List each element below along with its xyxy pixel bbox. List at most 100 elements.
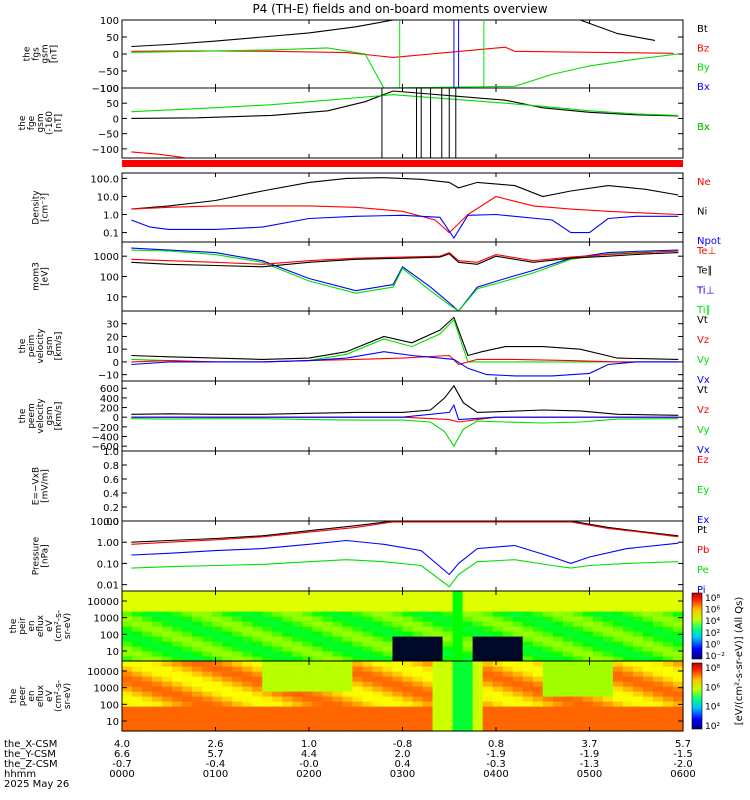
y-axis-label: the: [18, 408, 28, 423]
x-tick-label: -0.0: [299, 759, 319, 770]
y-axis-label: gsm: [45, 336, 55, 355]
x-tick-label: -1.5: [673, 749, 693, 760]
y-axis-label: gsm: [36, 113, 46, 132]
y-axis-label: the: [18, 338, 28, 353]
legend-fgs-By: By: [697, 63, 710, 74]
panel-fgs: 100 50 0 −50 −100 the fgs gsm [nT] Bt Bz By Bx: [23, 16, 710, 95]
y-tick-label: −600: [92, 442, 119, 453]
colorbar-tick-label: 10⁸: [705, 664, 720, 674]
y-axis-label: (cm²-s-: [54, 610, 64, 642]
y-axis-label: peem: [27, 403, 37, 429]
x-tick-label: 0.4: [395, 759, 411, 770]
x-tick-label: -0.8: [393, 739, 413, 750]
x-tick-label: 3.7: [582, 739, 598, 750]
y-axis-label: gsm: [41, 44, 51, 63]
x-axis-row-label: the_Z-CSM: [4, 759, 58, 770]
state-bar: [122, 160, 683, 167]
y-axis-label: (-160: [45, 111, 55, 135]
y-axis-label: gsm: [45, 406, 55, 425]
y-axis-label: eV: [45, 619, 55, 632]
series-fgs-By: [131, 47, 679, 88]
x-tick-label: 0200: [296, 769, 321, 780]
x-tick-label: 0000: [109, 769, 134, 780]
y-tick-label: 0.4: [103, 489, 119, 500]
series-pressure-Pe: [131, 559, 679, 588]
legend-peim-Vz: Vz: [697, 335, 709, 346]
peer-colorbar: [691, 662, 703, 730]
y-axis-label: sr-eV): [63, 683, 73, 709]
colorbar-tick-label: 10²: [705, 629, 720, 639]
y-axis-label: the: [9, 618, 19, 633]
x-tick-label: 2.0: [395, 749, 411, 760]
series-temp-Ti⊥: [131, 247, 679, 311]
series-peem-Vt: [131, 384, 679, 416]
y-axis-label: the: [18, 115, 28, 130]
series-density-Ne: [131, 195, 679, 234]
x-tick-label: -1.9: [486, 749, 506, 760]
legend-temp-Te∥: Te∥: [696, 266, 713, 277]
x-tick-label: 1.0: [301, 739, 317, 750]
legend-fgs-Bt: Bt: [697, 24, 708, 35]
colorbar-tick-label: 10⁴: [705, 617, 720, 627]
colorbar-tick-label: 10⁰: [705, 640, 720, 650]
y-tick-label: −100: [92, 84, 119, 95]
colorbar-tick-label: 10⁴: [705, 703, 720, 713]
y-axis-label: velocity: [36, 328, 46, 364]
y-axis-label: eflux: [36, 614, 46, 637]
pressure-frame: [121, 520, 684, 592]
x-tick-label: 6.6: [114, 749, 130, 760]
x-axis-row-label: the_Y-CSM: [4, 749, 56, 760]
y-tick-label: 10: [106, 293, 119, 304]
y-axis-label: peir: [18, 617, 28, 635]
figure-title: P4 (TH-E) fields and on-board moments ov…: [252, 2, 547, 16]
legend-efield-Ex: Ex: [697, 515, 709, 526]
peim-frame: [121, 310, 684, 382]
series-fgs-Bt: [131, 20, 656, 48]
y-tick-label: 50: [106, 99, 119, 110]
x-tick-label: 0100: [203, 769, 228, 780]
y-tick-label: 10000: [87, 667, 119, 678]
y-tick-label: 20: [106, 332, 119, 343]
y-tick-label: 1000: [94, 252, 119, 263]
y-axis-label: Pressure: [32, 536, 42, 575]
colorbar-tick-label: 10⁶: [705, 606, 720, 616]
colorbar-tick-label: 10⁻²: [705, 652, 725, 662]
y-axis-label: en: [27, 690, 37, 701]
y-axis-label: peim: [27, 335, 37, 358]
legend-density-Npot: Npot: [697, 236, 721, 247]
colorbar-tick-label: 10⁸: [705, 594, 720, 604]
legend-peim-Vt: Vt: [697, 315, 708, 326]
panel-temp: 1000 100 10 mom3 [eV] Te⊥ Te∥ Ti⊥ Ti∥: [32, 241, 716, 316]
legend-fge-Bx: Bx: [697, 122, 710, 133]
series-pressure-Pt: [131, 521, 679, 543]
peir-colorbar: [691, 592, 703, 660]
y-tick-label: 0.10: [97, 559, 119, 570]
y-tick-label: 0.8: [103, 461, 119, 472]
x-tick-label: 5.7: [675, 739, 691, 750]
y-tick-label: 10: [106, 345, 119, 356]
x-tick-label: -0.7: [112, 759, 132, 770]
legend-fge-Bx: Bx: [697, 122, 710, 133]
legend-density-Ni: Ni: [697, 207, 707, 218]
y-axis-label: sr-eV): [63, 613, 73, 639]
legend-efield-Ey: Ey: [697, 485, 709, 496]
y-axis-label: (cm²-s-: [54, 680, 64, 712]
x-tick-label: 0.8: [488, 739, 504, 750]
fge-frame: [121, 87, 684, 159]
x-tick-label: -1.9: [580, 749, 600, 760]
y-tick-label: 0.1: [103, 229, 119, 240]
legend-temp-Ti∥: Ti∥: [696, 305, 711, 316]
y-axis-label: [nPa]: [41, 544, 51, 567]
series-peim-Vx: [131, 351, 679, 377]
panel-efield: 1.0 0.8 0.6 0.4 0.2 0.0 E=−VxB [mV/m] Ez Ey Ex: [32, 447, 710, 528]
y-tick-label: 100: [100, 273, 119, 284]
legend-peem-Vx: Vx: [697, 445, 710, 456]
y-axis-label: [cm⁻³]: [41, 193, 51, 222]
y-tick-label: 10.00: [90, 517, 119, 528]
y-tick-label: 10: [106, 717, 119, 728]
legend-peem-Vy: Vy: [697, 425, 710, 436]
y-tick-label: −10: [98, 371, 119, 382]
